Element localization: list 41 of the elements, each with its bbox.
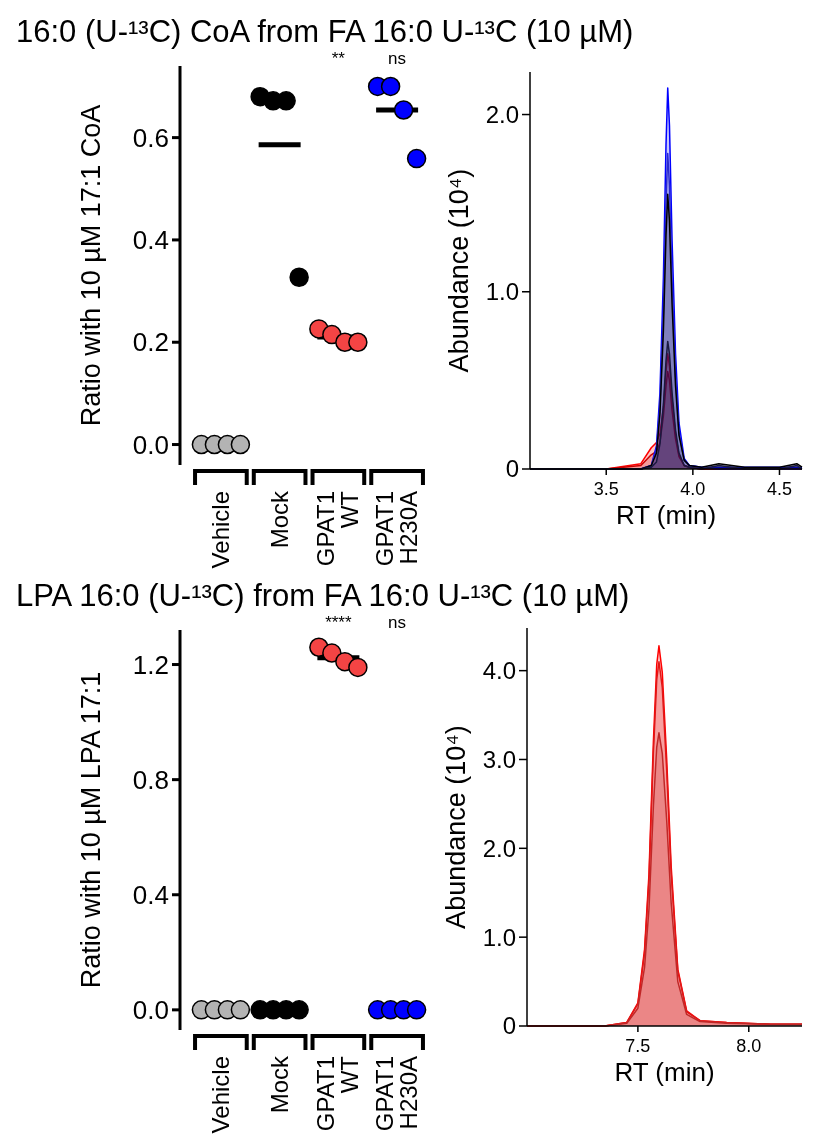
y-tick-label: 1.0 [485,278,519,306]
x-tick-label: GPAT1 H230A [371,1056,423,1132]
x-tick-label: Vehicle [206,1056,234,1134]
y-tick-label: 0 [502,1012,516,1040]
y-axis-title: Ratio with 10 µM 17:1 CoA [76,104,106,427]
y-tick-label: 0.4 [132,225,169,256]
y-tick-label: 3.0 [482,745,516,773]
y-tick-label: 2.0 [485,100,519,128]
y-tick-label: 0.6 [132,122,169,153]
y-tick-label: 0.0 [132,994,169,1025]
annotation: **** [325,613,352,632]
y-tick-label: 1.0 [482,923,516,951]
y-tick-label: 4.0 [482,657,516,685]
y-axis-title: Abundance (10⁴) [444,168,474,373]
y-tick-label: 2.0 [482,834,516,862]
annotation: ns [388,613,407,632]
x-tick-label: GPAT1 H230A [371,491,423,567]
chart-title: LPA 16:0 (U-¹³C) from FA 16:0 U-¹³C (10 µM) [16,578,630,613]
x-tick-label: 8.0 [736,1036,762,1056]
chart-title: 16:0 (U-¹³C) CoA from FA 16:0 U-¹³C (10 µM) [16,14,634,49]
y-axis-title: Abundance (10⁴) [441,725,471,929]
y-tick-label: 0.4 [132,879,169,910]
x-tick-label: Vehicle [206,491,234,569]
y-tick-label: 0 [505,455,519,483]
x-tick-label: 7.5 [625,1036,651,1056]
annotation: ns [388,49,407,68]
x-axis-title: RT (min) [614,1057,715,1087]
y-tick-label: 0.2 [132,327,169,358]
y-axis-title: Ratio with 10 µM LPA 17:1 [76,671,106,989]
x-tick-label: 4.0 [680,479,706,499]
y-tick-label: 1.2 [132,649,169,680]
x-tick-label: GPAT1 WT [312,1055,364,1132]
x-tick-label: Mock [265,1055,293,1114]
y-tick-label: 0.8 [132,764,169,795]
x-tick-label: 3.5 [593,479,619,499]
x-tick-label: Mock [265,490,293,549]
x-tick-label: GPAT1 WT [312,490,364,567]
annotation: ** [331,49,346,68]
y-tick-label: 0.0 [132,429,169,460]
x-axis-title: RT (min) [615,500,717,530]
x-tick-label: 4.5 [766,479,792,499]
